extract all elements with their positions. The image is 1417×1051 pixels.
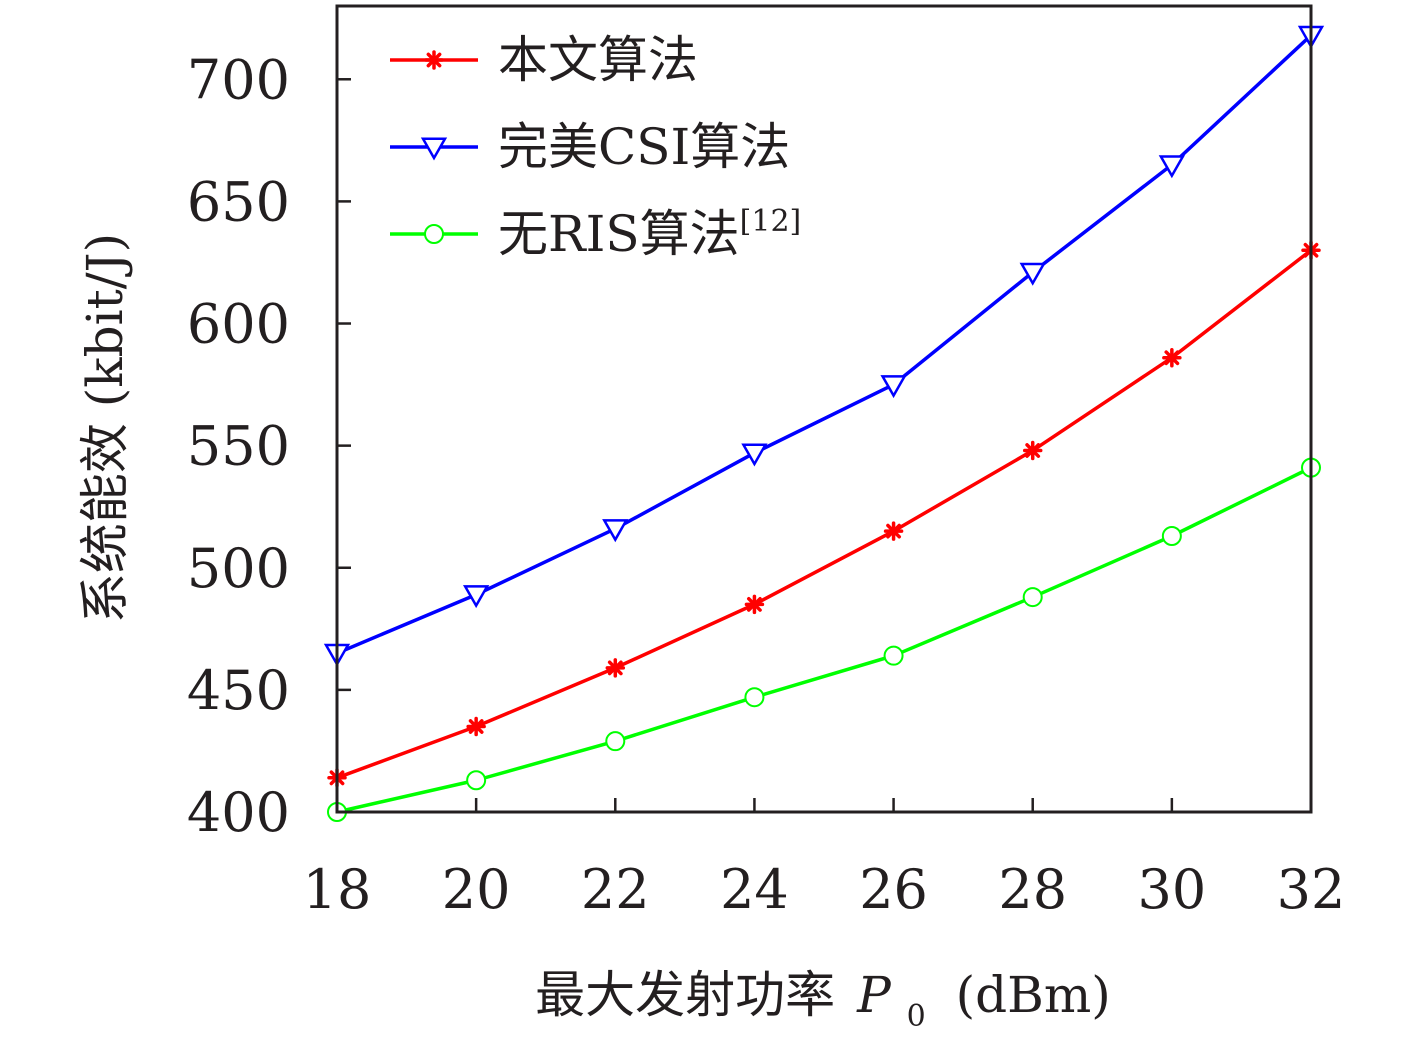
asterisk-marker-stroke <box>886 523 901 539</box>
x-tick-label: 20 <box>442 858 511 921</box>
circle-marker <box>424 224 444 244</box>
series-line <box>336 248 1313 780</box>
series-line <box>336 34 1313 655</box>
legend-label: 无RIS算法[12] <box>498 204 801 263</box>
series-group <box>323 25 1325 667</box>
legend-label-text: 本文算法 <box>498 31 698 89</box>
series-group <box>327 457 1321 822</box>
circle-marker <box>605 731 626 752</box>
x-tick-label: 24 <box>720 858 789 921</box>
triangle-down-marker <box>462 585 490 609</box>
y-tick-label: 500 <box>187 537 290 600</box>
asterisk-marker-stroke <box>468 719 484 734</box>
legend-label-text: 无RIS算法 <box>498 205 740 263</box>
legend-label-citation: [12] <box>740 204 802 239</box>
x-tick-label: 32 <box>1277 858 1346 921</box>
y-tick-label: 450 <box>187 659 290 722</box>
x-axis-title-text: 最大发射功率 <box>535 966 835 1024</box>
triangle-down-marker <box>602 519 629 543</box>
asterisk-marker-stroke <box>426 52 442 68</box>
triangle-down-marker <box>880 375 907 399</box>
x-axis-title: 最大发射功率 P 0 (dBm) <box>535 966 1111 1038</box>
x-tick-label: 28 <box>998 858 1067 921</box>
ticks-layer: 18 20 22 24 26 28 30 32 400 450 500 550 600 650 700 <box>187 48 1345 921</box>
triangle-down-marker <box>420 137 448 161</box>
circle-marker <box>1161 526 1182 547</box>
series-line <box>336 466 1312 814</box>
triangle-down-marker <box>1019 262 1046 286</box>
asterisk-marker-stroke <box>607 660 623 676</box>
x-axis-title-subscript: 0 <box>907 999 926 1034</box>
x-axis-title-unit: (dBm) <box>956 966 1111 1024</box>
circle-marker <box>883 645 904 666</box>
legend-label-text: 完美CSI算法 <box>498 118 790 176</box>
circle-marker <box>744 687 765 708</box>
asterisk-marker-stroke <box>747 596 762 612</box>
x-axis-title-var: P <box>856 966 892 1024</box>
legend-label: 本文算法 <box>498 31 698 89</box>
y-tick-label: 550 <box>187 415 290 478</box>
y-tick-label: 700 <box>187 48 290 111</box>
circle-marker <box>466 770 487 791</box>
x-tick-label: 22 <box>581 858 650 921</box>
y-tick-label: 400 <box>187 781 290 844</box>
y-tick-label: 650 <box>187 170 290 233</box>
x-tick-label: 30 <box>1137 858 1206 921</box>
y-axis-title: 系统能效 (kbit/J) <box>76 233 134 623</box>
series-group <box>327 240 1321 788</box>
x-tick-label: 26 <box>859 858 928 921</box>
x-tick-label: 18 <box>303 858 372 921</box>
triangle-down-marker <box>741 443 768 467</box>
legend-label: 完美CSI算法 <box>498 118 790 176</box>
asterisk-marker-stroke <box>1164 350 1180 366</box>
y-tick-label: 600 <box>187 293 290 356</box>
circle-marker <box>1022 587 1043 608</box>
triangle-down-marker <box>1158 155 1186 179</box>
plot-frame <box>335 4 1313 814</box>
asterisk-marker-stroke <box>1025 443 1041 458</box>
